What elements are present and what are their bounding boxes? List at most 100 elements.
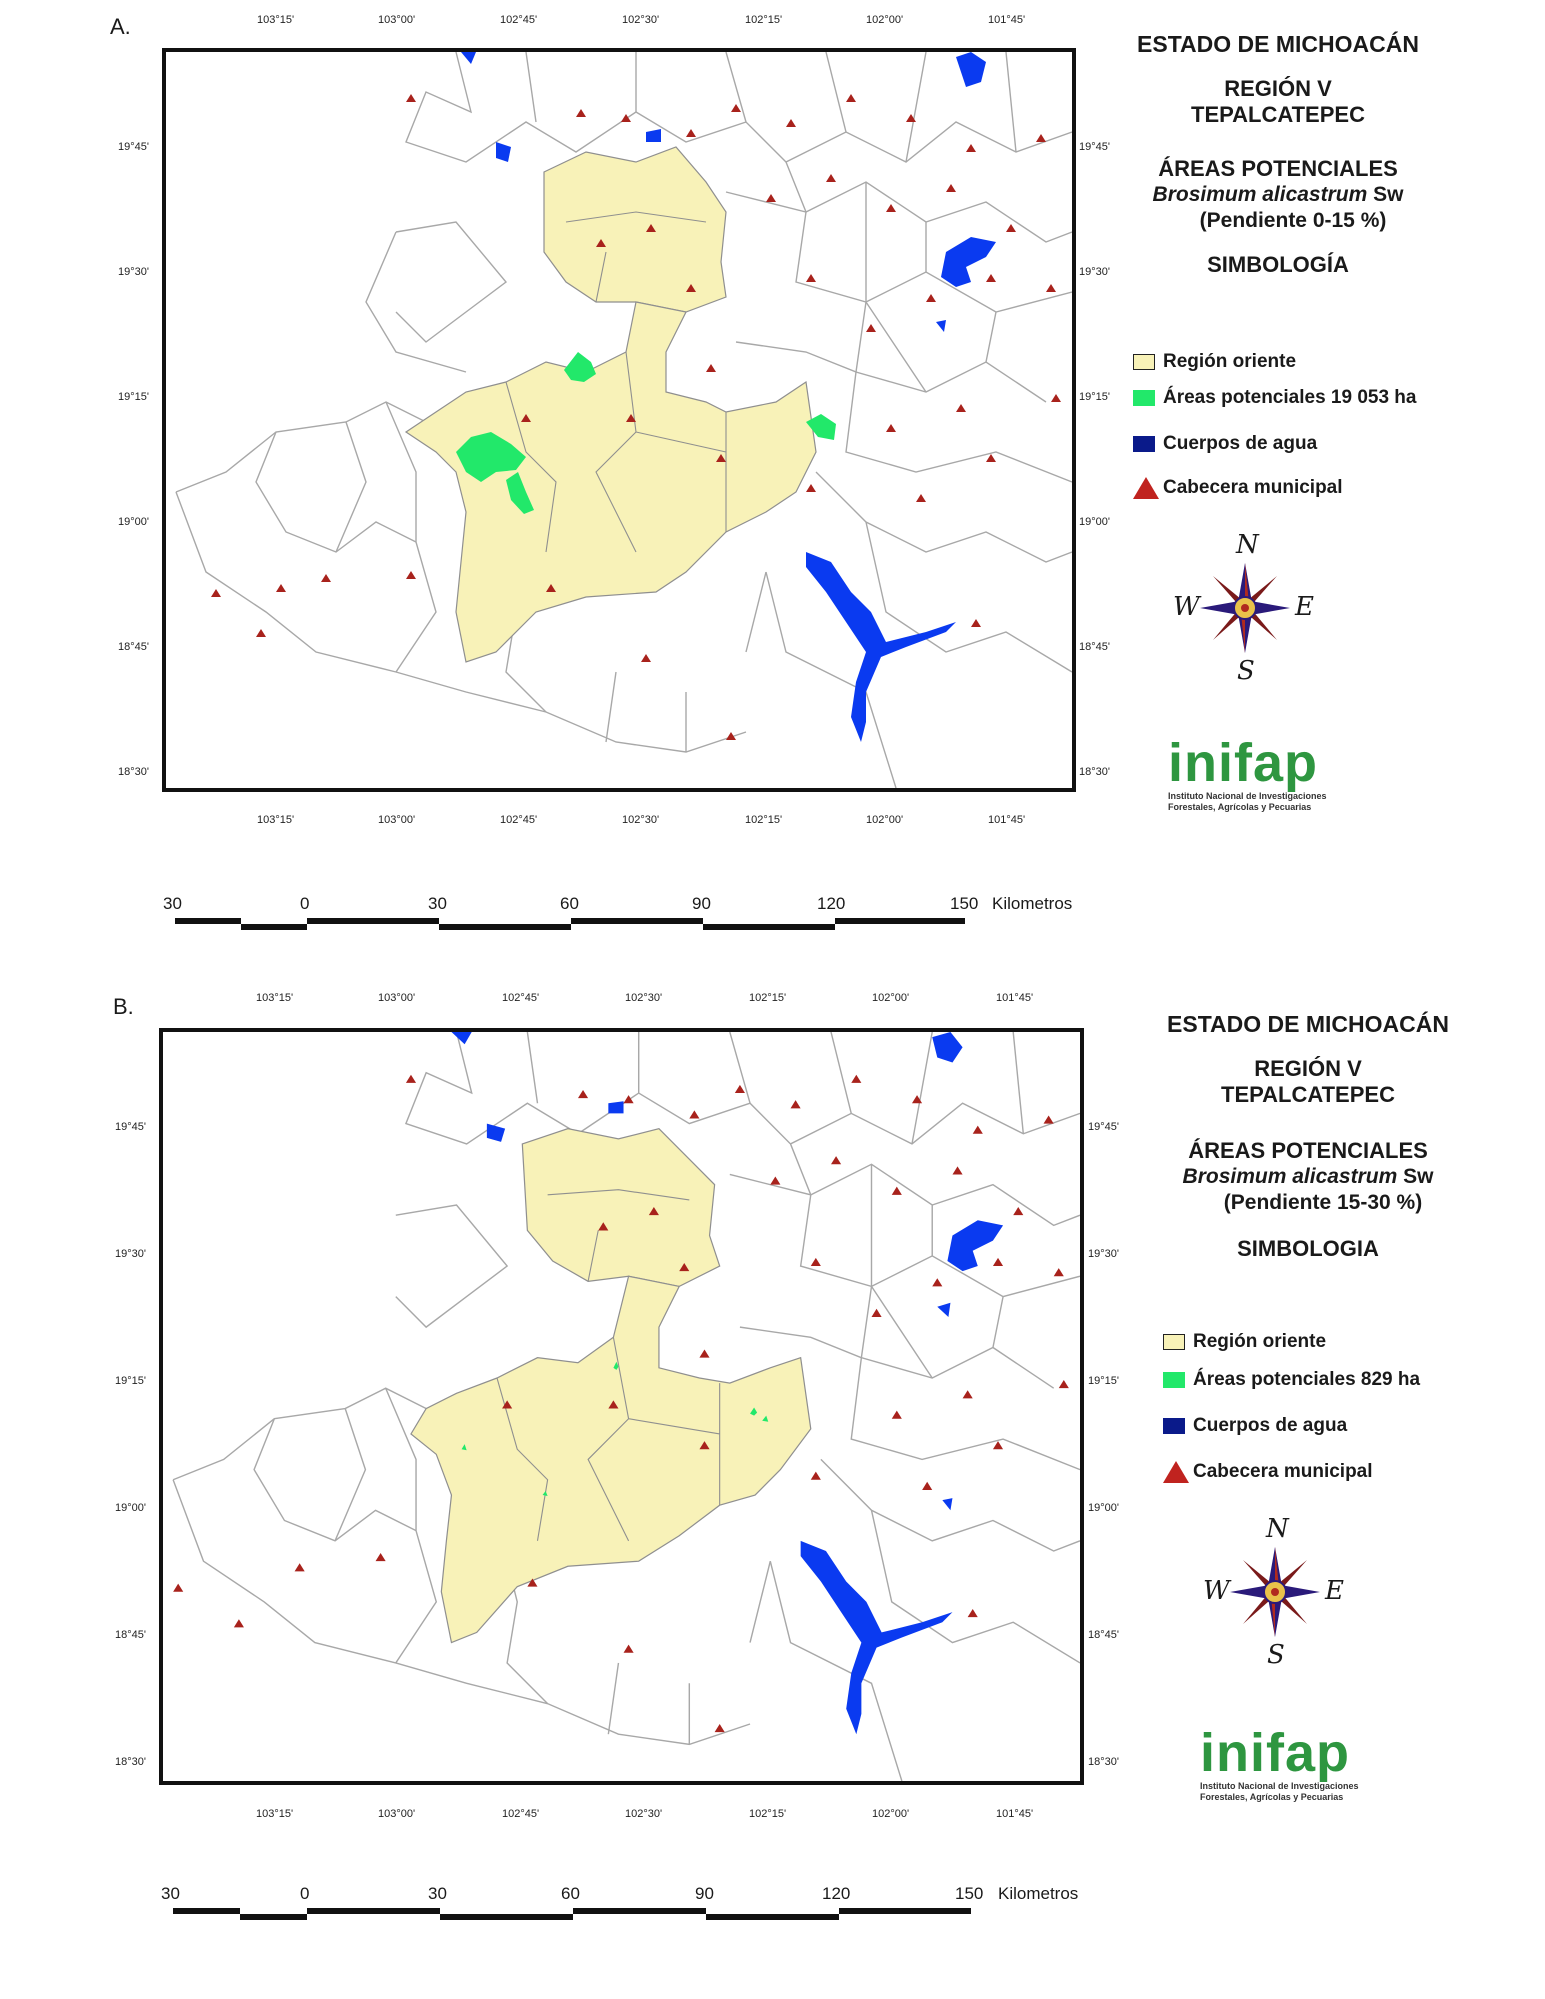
legend-item-label: Cabecera municipal bbox=[1193, 1461, 1373, 1482]
lon-label: 102°15' bbox=[749, 1808, 787, 1820]
panel-a-scale: 30 0 30 60 90 120 150 Kilometros bbox=[160, 890, 1120, 940]
panel-a-map-svg bbox=[175, 52, 1072, 788]
lat-label: 19°30' bbox=[1079, 266, 1110, 278]
lon-label: 102°45' bbox=[500, 814, 538, 826]
lon-label: 102°30' bbox=[625, 1808, 663, 1820]
scale-tick: 60 bbox=[560, 894, 579, 913]
state-title: ESTADO DE MICHOACÁN bbox=[1167, 1011, 1449, 1037]
lon-label: 102°45' bbox=[502, 1808, 540, 1820]
species-name: Brosimum alicastrum bbox=[1182, 1165, 1398, 1188]
lat-label: 19°15' bbox=[115, 1375, 146, 1387]
water-swatch bbox=[1163, 1418, 1185, 1434]
lon-label: 102°00' bbox=[872, 1808, 910, 1820]
water-swatch bbox=[1133, 436, 1155, 452]
compass-s: S bbox=[1237, 656, 1255, 686]
panel-a-map bbox=[162, 48, 1076, 792]
inifap-logo-line1: Instituto Nacional de Investigaciones bbox=[1168, 791, 1327, 801]
region-line2: TEPALCATEPEC bbox=[1191, 102, 1365, 127]
lon-label: 102°15' bbox=[749, 992, 787, 1004]
lat-label: 18°30' bbox=[115, 1756, 146, 1768]
lon-label: 102°30' bbox=[622, 14, 660, 26]
potential-areas bbox=[461, 1361, 769, 1497]
panel-a-legend: ESTADO DE MICHOACÁN REGIÓN V TEPALCATEPE… bbox=[1078, 30, 1478, 278]
region-line1: REGIÓN V bbox=[1224, 76, 1332, 101]
legend-item-region: Región oriente bbox=[1133, 350, 1416, 374]
scale-tick: 120 bbox=[817, 894, 846, 913]
legend-item-label: Cuerpos de agua bbox=[1193, 1415, 1348, 1436]
municipal-borders bbox=[175, 52, 1072, 788]
scale-tick: 90 bbox=[692, 894, 711, 913]
lon-label: 102°45' bbox=[502, 992, 540, 1004]
lon-label: 103°00' bbox=[378, 14, 416, 26]
panel-a-compass: N S E W bbox=[1173, 530, 1315, 688]
potential-swatch bbox=[1133, 390, 1155, 406]
lon-label: 103°00' bbox=[378, 814, 416, 826]
legend-item-label: Región oriente bbox=[1163, 351, 1297, 372]
lat-label: 18°45' bbox=[115, 1629, 146, 1641]
panel-a-left-latitudes: 19°45' 19°30' 19°15' 19°00' 18°45' 18°30… bbox=[118, 0, 168, 800]
municipal-borders bbox=[172, 1032, 1080, 1781]
lat-label: 19°30' bbox=[1088, 1248, 1119, 1260]
compass-e: E bbox=[1295, 592, 1314, 622]
lat-label: 19°00' bbox=[1079, 516, 1110, 528]
state-title: ESTADO DE MICHOACÁN bbox=[1137, 31, 1419, 57]
lon-label: 101°45' bbox=[996, 992, 1034, 1004]
potential-areas bbox=[456, 352, 836, 514]
lat-label: 18°30' bbox=[1079, 766, 1110, 778]
compass-e: E bbox=[1325, 1576, 1344, 1606]
scale-tick: 0 bbox=[300, 1884, 310, 1903]
lon-label: 102°15' bbox=[745, 814, 783, 826]
panel-a-bottom-longitudes: 103°15' 103°00' 102°45' 102°30' 102°15' … bbox=[0, 814, 1545, 830]
panel-b-label: B. bbox=[113, 994, 134, 1019]
water-bodies bbox=[451, 1032, 1004, 1735]
lat-label: 19°45' bbox=[118, 141, 149, 153]
lat-label: 19°15' bbox=[1079, 391, 1110, 403]
region-line1: REGIÓN V bbox=[1254, 1056, 1362, 1081]
panel-b-top-longitudes: 103°15' 103°00' 102°45' 102°30' 102°15' … bbox=[0, 992, 1545, 1008]
region-oriente bbox=[410, 1128, 812, 1644]
compass-w: W bbox=[1203, 1576, 1230, 1606]
lon-label: 102°30' bbox=[625, 992, 663, 1004]
lat-label: 18°30' bbox=[1088, 1756, 1119, 1768]
lon-label: 103°00' bbox=[378, 1808, 416, 1820]
species-name: Brosimum alicastrum bbox=[1152, 183, 1368, 206]
lon-label: 103°00' bbox=[378, 992, 416, 1004]
compass-rose-icon bbox=[1200, 563, 1290, 653]
region-line2: TEPALCATEPEC bbox=[1221, 1082, 1395, 1107]
municipal-seats bbox=[173, 1074, 1069, 1733]
lat-label: 19°15' bbox=[118, 391, 149, 403]
areas-title: ÁREAS POTENCIALES bbox=[1188, 1138, 1428, 1163]
lat-label: 19°00' bbox=[118, 516, 149, 528]
panel-b-compass: N S E W bbox=[1203, 1514, 1345, 1672]
lat-label: 19°00' bbox=[1088, 1502, 1119, 1514]
symbology-title: SIMBOLOGIA bbox=[1237, 1236, 1379, 1261]
lat-label: 19°45' bbox=[115, 1121, 146, 1133]
legend-item-water: Cuerpos de agua bbox=[1133, 432, 1416, 456]
panel-b-map-svg bbox=[172, 1032, 1080, 1781]
scale-tick: 150 bbox=[950, 894, 979, 913]
scale-unit: Kilometros bbox=[992, 894, 1073, 913]
inifap-logo-line1: Instituto Nacional de Investigaciones bbox=[1200, 1781, 1359, 1791]
legend-item-label: Áreas potenciales 19 053 ha bbox=[1163, 387, 1417, 408]
region-oriente bbox=[404, 146, 817, 663]
panel-b-left-latitudes: 19°45' 19°30' 19°15' 19°00' 18°45' 18°30… bbox=[115, 0, 165, 1800]
town-triangle-icon bbox=[1163, 1461, 1189, 1483]
panel-b-inifap-logo: inifap Instituto Nacional de Investigaci… bbox=[1200, 1725, 1400, 1803]
species-line: Brosimum alicastrum Sw bbox=[1078, 182, 1478, 208]
legend-item-town: Cabecera municipal bbox=[1133, 476, 1416, 500]
lat-label: 18°45' bbox=[1088, 1629, 1119, 1641]
scale-tick: 90 bbox=[695, 1884, 714, 1903]
lat-label: 18°30' bbox=[118, 766, 149, 778]
slope-range: (Pendiente 15-30 %) bbox=[1223, 1191, 1423, 1214]
lat-label: 19°30' bbox=[118, 266, 149, 278]
municipal-seats bbox=[211, 94, 1061, 740]
compass-s: S bbox=[1267, 1640, 1285, 1670]
panel-a-inifap-logo: inifap Instituto Nacional de Investigaci… bbox=[1168, 735, 1368, 813]
legend-item-region: Región oriente bbox=[1163, 1330, 1420, 1354]
compass-n: N bbox=[1236, 530, 1259, 560]
inifap-logo-word: inifap bbox=[1168, 733, 1318, 793]
species-line: Brosimum alicastrum Sw bbox=[1108, 1164, 1508, 1190]
water-bodies bbox=[461, 52, 996, 742]
areas-title: ÁREAS POTENCIALES bbox=[1158, 156, 1398, 181]
lon-label: 103°15' bbox=[256, 1808, 294, 1820]
